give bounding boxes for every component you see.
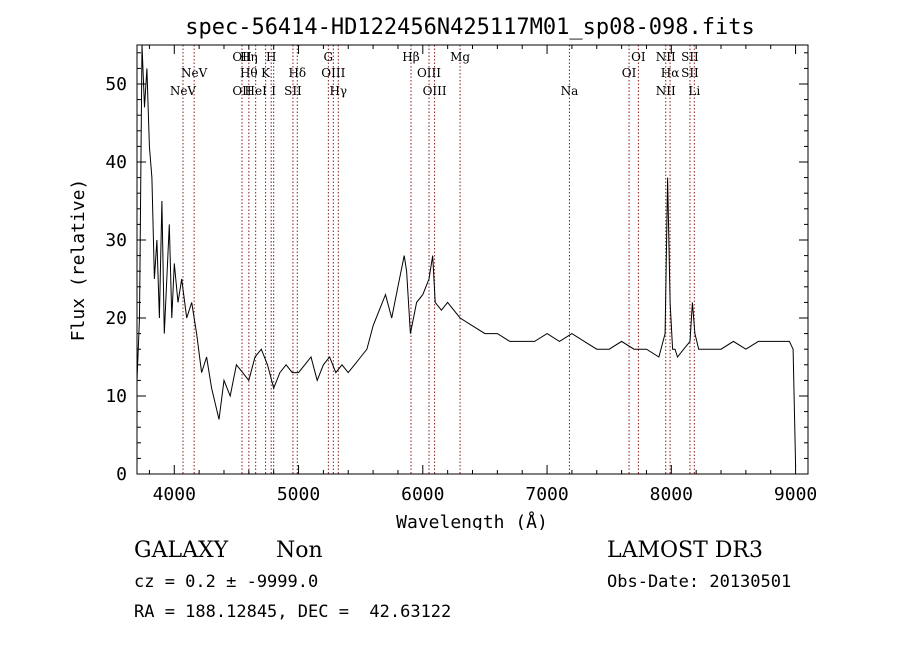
line-label: OIII: [321, 66, 345, 80]
line-label: NeV: [170, 84, 197, 98]
y-axis-label: Flux (relative): [68, 179, 89, 342]
spectral-line-markers: [182, 45, 695, 474]
line-label: NII: [656, 84, 676, 98]
line-label: OIII: [423, 84, 447, 98]
x-axis: 4000 5000 6000 7000 8000 9000: [148, 45, 817, 505]
spectrum-line: [136, 44, 797, 467]
line-label: SII: [284, 84, 302, 98]
object-class: GALAXY: [134, 538, 229, 563]
line-label: OII: [232, 50, 252, 64]
redshift-value: cz = 0.2 ± -9999.0: [134, 572, 319, 592]
x-tick-label: 4000: [153, 484, 196, 505]
survey-name: LAMOST DR3: [607, 538, 763, 563]
coordinates: RA = 188.12845, DEC = 42.63122: [134, 602, 452, 622]
line-label: SII: [681, 50, 699, 64]
chart-title: spec-56414-HD122456N425117M01_sp08-098.f…: [185, 15, 755, 40]
object-subclass: Non: [276, 538, 323, 563]
y-axis: 0 10 20 30 40 50: [105, 52, 808, 485]
line-label: OI: [622, 66, 637, 80]
y-tick-label: 10: [105, 386, 127, 407]
observation-date: Obs-Date: 20130501: [607, 572, 792, 592]
x-tick-label: 5000: [277, 484, 320, 505]
line-label: G: [324, 50, 334, 64]
y-tick-label: 30: [105, 230, 127, 251]
line-label: I: [271, 84, 276, 98]
x-tick-label: 6000: [401, 484, 444, 505]
spectrum-chart: spec-56414-HD122456N425117M01_sp08-098.f…: [68, 15, 817, 530]
y-tick-label: 40: [105, 152, 127, 173]
line-label: OI: [631, 50, 646, 64]
line-label: HeI: [245, 84, 268, 98]
y-tick-label: 0: [116, 464, 127, 485]
line-label: Mg: [450, 50, 470, 64]
line-label: Hα: [661, 66, 680, 80]
line-label: K: [261, 66, 271, 80]
line-label: Li: [688, 84, 700, 98]
line-label: NII: [656, 50, 676, 64]
y-tick-label: 50: [105, 74, 127, 95]
line-label: Hβ: [402, 50, 419, 64]
line-label: SII: [681, 66, 699, 80]
x-axis-label: Wavelength (Å): [396, 511, 548, 530]
line-label: H: [266, 50, 276, 64]
line-label: NeV: [181, 66, 208, 80]
line-label: OII: [232, 84, 252, 98]
x-tick-label: 9000: [774, 484, 817, 505]
plot-frame: [136, 44, 809, 475]
line-label: Hθ: [240, 66, 258, 80]
line-label: OIII: [417, 66, 441, 80]
x-tick-label: 8000: [650, 484, 693, 505]
line-label: Na: [561, 84, 579, 98]
y-tick-label: 20: [105, 308, 127, 329]
line-label: Hγ: [329, 84, 347, 98]
x-tick-label: 7000: [525, 484, 568, 505]
line-label: Hδ: [288, 66, 306, 80]
line-label: Hη: [240, 50, 258, 64]
